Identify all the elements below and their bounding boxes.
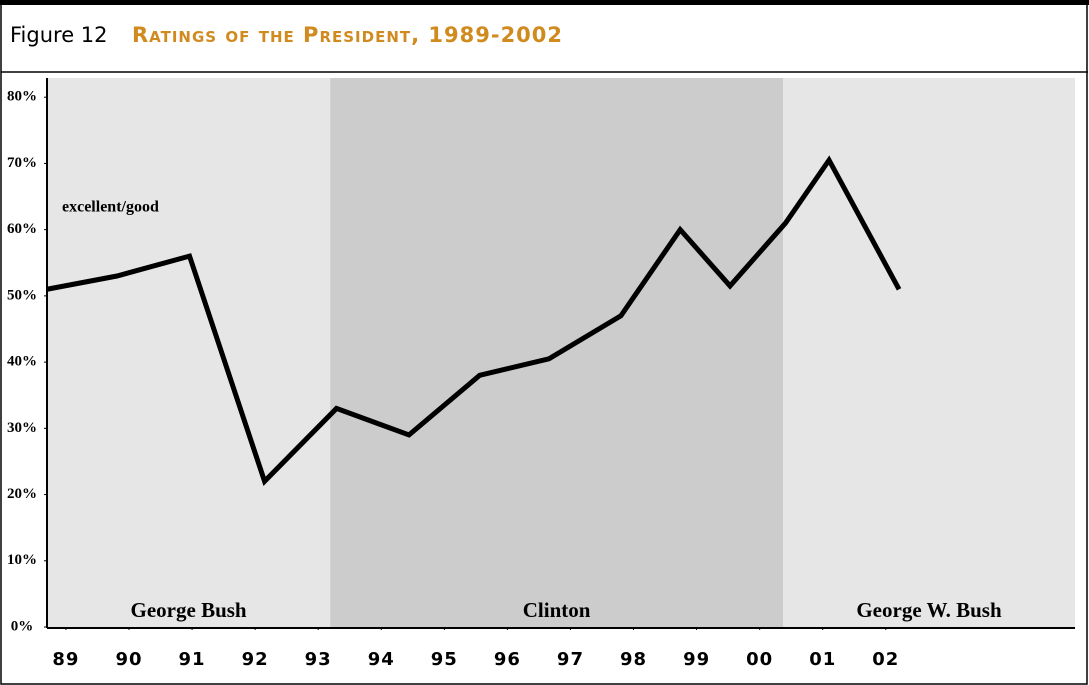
era-label: George W. Bush (856, 598, 1002, 622)
x-tick-label: 95 (431, 649, 458, 670)
x-tick-label: 00 (746, 649, 773, 670)
y-tick-label: 40% (7, 354, 37, 370)
x-tick-label: 90 (115, 649, 142, 670)
y-tick-label: 30% (7, 420, 37, 436)
x-tick-label: 94 (368, 649, 395, 670)
x-tick-label: 97 (557, 649, 584, 670)
y-tick-label: 10% (7, 552, 37, 568)
y-tick-label: 0% (11, 618, 34, 634)
series-label: excellent/good (62, 199, 159, 216)
y-tick-label: 20% (7, 486, 37, 502)
x-tick-label: 89 (52, 649, 79, 670)
series-line (46, 155, 902, 486)
chart-title: Ratings of the President, 1989-2002 (132, 23, 563, 47)
era-label: George Bush (131, 598, 247, 622)
figure-label: Figure 12 (10, 23, 108, 47)
x-tick-label: 93 (305, 649, 332, 670)
x-tick-label: 02 (872, 649, 899, 670)
y-tick-label: 80% (7, 89, 37, 105)
y-tick-label: 70% (7, 155, 37, 171)
era-label: Clinton (523, 598, 591, 622)
x-tick-label: 92 (242, 649, 269, 670)
x-tick-label: 98 (620, 649, 647, 670)
x-tick-label: 91 (179, 649, 206, 670)
x-tick-label: 99 (683, 649, 710, 670)
y-tick-label: 60% (7, 221, 37, 237)
x-tick-label: 01 (809, 649, 836, 670)
x-tick-label: 96 (494, 649, 521, 670)
era-band (47, 78, 331, 627)
y-tick-label: 50% (7, 287, 37, 303)
top-rule (0, 0, 1089, 5)
